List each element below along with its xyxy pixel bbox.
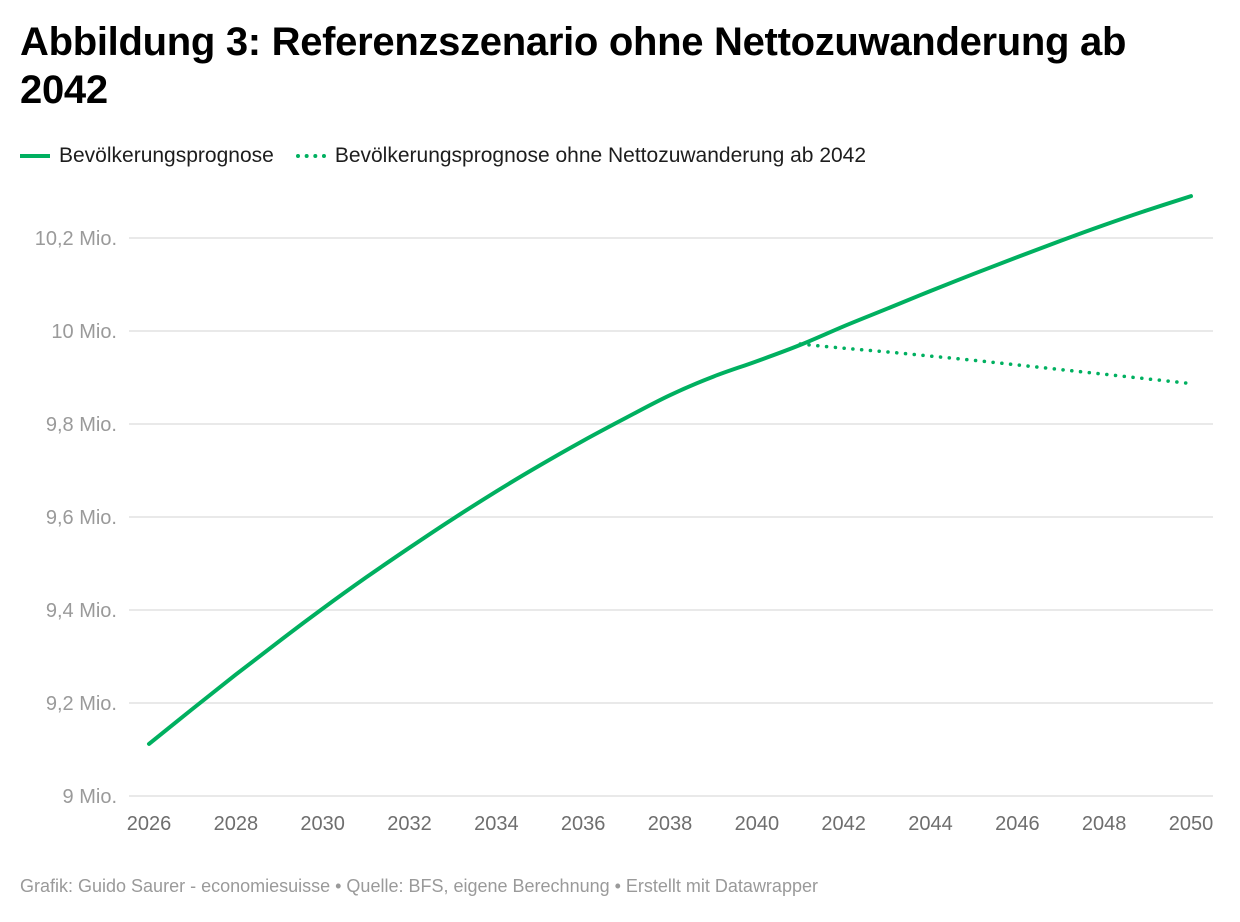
y-tick-label: 9,8 Mio. (46, 414, 117, 436)
x-tick-label: 2050 (1169, 813, 1214, 835)
legend-item-forecast: Bevölkerungsprognose (20, 144, 274, 168)
y-tick-label: 9,4 Mio. (46, 600, 117, 622)
x-tick-label: 2040 (735, 813, 780, 835)
x-axis-ticks: 2026 2028 2030 2032 2034 2036 2038 2040 2042 2044… (127, 813, 1214, 835)
x-tick-label: 2038 (648, 813, 693, 835)
x-tick-label: 2044 (908, 813, 953, 835)
y-tick-label: 9,6 Mio. (46, 507, 117, 529)
legend-label: Bevölkerungsprognose ohne Nettozuwanderu… (334, 144, 867, 167)
x-tick-label: 2026 (127, 813, 172, 835)
x-tick-label: 2030 (300, 813, 345, 835)
chart-title: Abbildung 3: Referenzszenario ohne Netto… (20, 20, 1127, 112)
legend: Bevölkerungsprognose Bevölkerungsprognos… (20, 144, 888, 168)
y-tick-label: 9,2 Mio. (46, 693, 117, 715)
x-tick-label: 2028 (214, 813, 259, 835)
legend-solid-line-swatch (20, 154, 50, 158)
y-axis-ticks: 10,2 Mio. 10 Mio. 9,8 Mio. 9,6 Mio. 9,4 Mio.… (35, 228, 117, 808)
legend-dotted-line-swatch (295, 154, 326, 158)
x-tick-label: 2046 (995, 813, 1040, 835)
series-line-forecast (147, 194, 1193, 746)
series-lines (147, 194, 1193, 746)
y-tick-label: 10 Mio. (51, 321, 117, 343)
y-tick-label: 10,2 Mio. (35, 228, 117, 250)
y-tick-label: 9 Mio. (63, 786, 117, 808)
gridlines (129, 237, 1213, 797)
x-tick-label: 2036 (561, 813, 606, 835)
series-line-no-immigration (798, 342, 1193, 386)
legend-item-no-immigration: Bevölkerungsprognose ohne Nettozuwanderu… (295, 144, 867, 168)
x-tick-label: 2042 (821, 813, 866, 835)
legend-label: Bevölkerungsprognose (59, 144, 274, 167)
x-tick-label: 2048 (1082, 813, 1127, 835)
x-tick-label: 2032 (387, 813, 432, 835)
x-tick-label: 2034 (474, 813, 519, 835)
chart-footer-credits: Grafik: Guido Saurer - economiesuisse • … (20, 876, 818, 896)
